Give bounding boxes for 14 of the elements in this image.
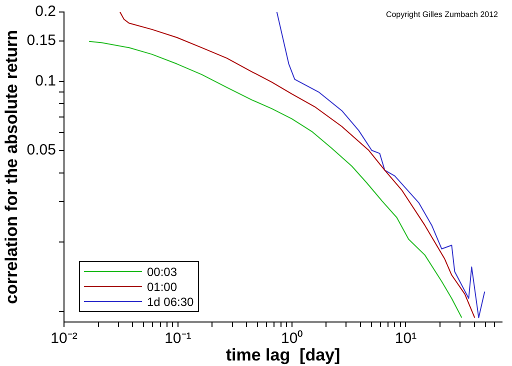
x-tick-label: 10⁰: [280, 330, 303, 348]
x-tick-label: 10¹: [394, 330, 417, 348]
legend-label: 01:00: [147, 280, 178, 294]
y-tick-label: 0.2: [35, 3, 56, 20]
y-tick-label: 0.05: [26, 142, 56, 159]
legend-label: 1d 06:30: [147, 294, 194, 308]
x-axis-title: time lag [day]: [226, 345, 340, 364]
y-tick-label: 0.1: [35, 72, 56, 90]
x-tick-label: 10⁻¹: [164, 330, 192, 348]
x-tick-label: 10⁻²: [50, 330, 78, 348]
legend-label: 00:03: [147, 264, 178, 278]
annotation: Copyright Gilles Zumbach 2012: [386, 10, 498, 19]
y-tick-label: 0.15: [26, 32, 56, 49]
y-axis-title: correlation for the absolute return: [2, 30, 21, 304]
